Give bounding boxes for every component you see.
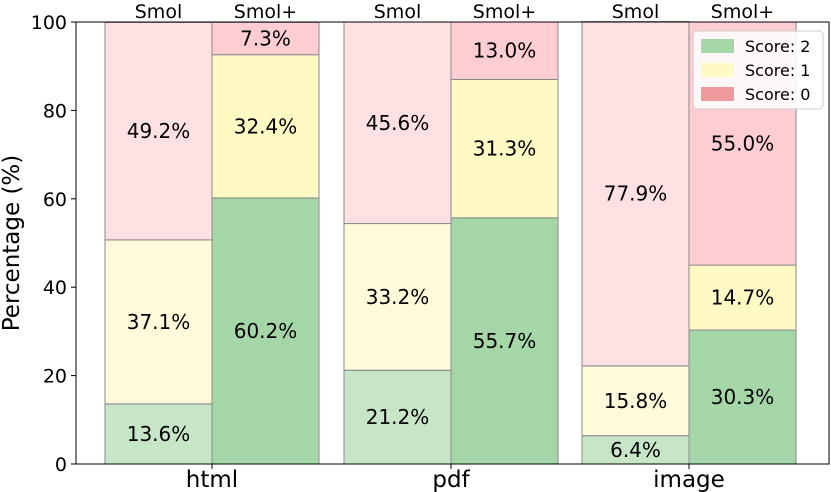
data-label: 77.9% — [604, 182, 668, 206]
bar-segment-image-smol-plus-score1 — [688, 264, 797, 331]
bar-segment-html-smol-plus-score0 — [211, 21, 320, 56]
data-label: 33.2% — [366, 285, 430, 309]
y-axis-title: Percentage (%) — [0, 155, 25, 332]
data-label: 45.6% — [366, 111, 430, 135]
y-tick-label: 60 — [43, 189, 67, 211]
bar-segment-image-smol-plus-score2 — [688, 329, 797, 465]
data-label: 14.7% — [711, 286, 775, 310]
y-tick-label: 80 — [43, 100, 67, 122]
data-label: 37.1% — [127, 310, 191, 334]
data-label: 13.0% — [473, 39, 537, 63]
x-tick-label: pdf — [432, 467, 470, 492]
bar-group-label: Smol+ — [473, 1, 536, 23]
data-label: 13.6% — [127, 422, 191, 446]
bar-segment-html-smol-plus-score1 — [211, 54, 320, 199]
data-label: 31.3% — [473, 137, 537, 161]
bar-group-label: Smol — [612, 1, 659, 23]
bar-segment-html-smol-score0 — [104, 21, 213, 241]
data-label: 21.2% — [366, 405, 430, 429]
legend-swatch-score0 — [701, 87, 734, 101]
bar-segment-html-smol-score2 — [104, 403, 213, 465]
axes-frame — [75, 21, 830, 465]
bar-segment-pdf-smol-score2 — [343, 369, 452, 465]
data-label: 15.8% — [604, 389, 668, 413]
y-tick-label: 100 — [31, 12, 67, 34]
data-label: 55.0% — [711, 132, 775, 156]
bar-segment-image-smol-score1 — [581, 365, 690, 437]
legend-label: Score: 2 — [745, 37, 810, 56]
x-tick-label: html — [186, 467, 238, 492]
legend: Score: 2 Score: 1 Score: 0 — [692, 30, 824, 110]
bar-group-label: Smol+ — [234, 1, 297, 23]
bar-segment-pdf-smol-score1 — [343, 223, 452, 371]
data-label: 6.4% — [610, 438, 661, 462]
y-tick-label: 40 — [43, 277, 67, 299]
data-label: 49.2% — [127, 119, 191, 143]
bar-group-label: Smol — [374, 1, 421, 23]
data-label: 32.4% — [234, 114, 298, 138]
data-label: 7.3% — [240, 27, 291, 51]
bar-group-label: Smol+ — [711, 1, 774, 23]
bar-segment-pdf-smol-score0 — [343, 21, 452, 225]
bar-segment-image-smol-score2 — [581, 435, 690, 465]
legend-swatch-score2 — [701, 39, 734, 53]
bar-segment-image-smol-score0 — [581, 21, 690, 367]
x-tick-label: image — [653, 467, 725, 492]
bar-segment-html-smol-plus-score2 — [211, 197, 320, 465]
y-tick-label: 0 — [55, 454, 67, 476]
y-tick-label: 20 — [43, 366, 67, 388]
legend-label: Score: 1 — [745, 61, 810, 80]
bar-segment-pdf-smol-plus-score1 — [450, 78, 559, 219]
data-label: 30.3% — [711, 385, 775, 409]
bar-group-label: Smol — [135, 1, 182, 23]
data-label: 55.7% — [473, 329, 537, 353]
legend-swatch-score1 — [701, 63, 734, 77]
legend-label: Score: 0 — [745, 85, 810, 104]
data-label: 60.2% — [234, 319, 298, 343]
bar-segment-pdf-smol-plus-score2 — [450, 217, 559, 465]
